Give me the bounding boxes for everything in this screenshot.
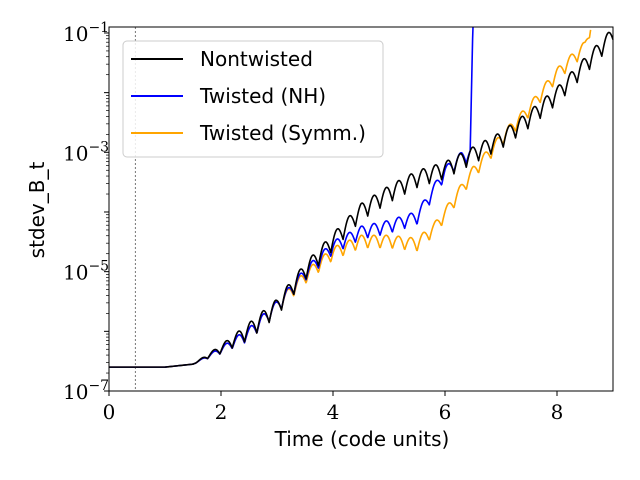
series-line-nontwisted <box>108 31 614 368</box>
y-axis-ticks: 10−7 10−5 10−3 10−1 <box>63 20 109 404</box>
x-tick-label: 0 <box>103 400 116 424</box>
axes-frame <box>108 26 614 392</box>
x-tick-label: 6 <box>439 400 452 424</box>
x-tick-label: 4 <box>327 400 340 424</box>
legend-box <box>122 40 384 158</box>
legend: Nontwisted Twisted (NH) Twisted (Symm.) <box>122 40 384 158</box>
y-tick-label: 10−3 <box>63 139 109 165</box>
legend-label-twisted-symm: Twisted (Symm.) <box>199 121 366 145</box>
x-tick-label: 2 <box>215 400 228 424</box>
series-layer <box>108 26 614 368</box>
x-axis-ticks: 0 2 4 6 8 <box>103 391 564 424</box>
y-axis-label: stdev_B_t <box>25 162 49 259</box>
legend-label-twisted-nh: Twisted (NH) <box>199 84 326 108</box>
legend-label-nontwisted: Nontwisted <box>200 47 313 71</box>
y-tick-label: 10−1 <box>63 20 109 46</box>
x-axis-label: Time (code units) <box>274 427 450 451</box>
x-tick-label: 8 <box>551 400 564 424</box>
y-tick-label: 10−5 <box>63 259 109 285</box>
y-tick-label: 10−7 <box>63 378 109 404</box>
